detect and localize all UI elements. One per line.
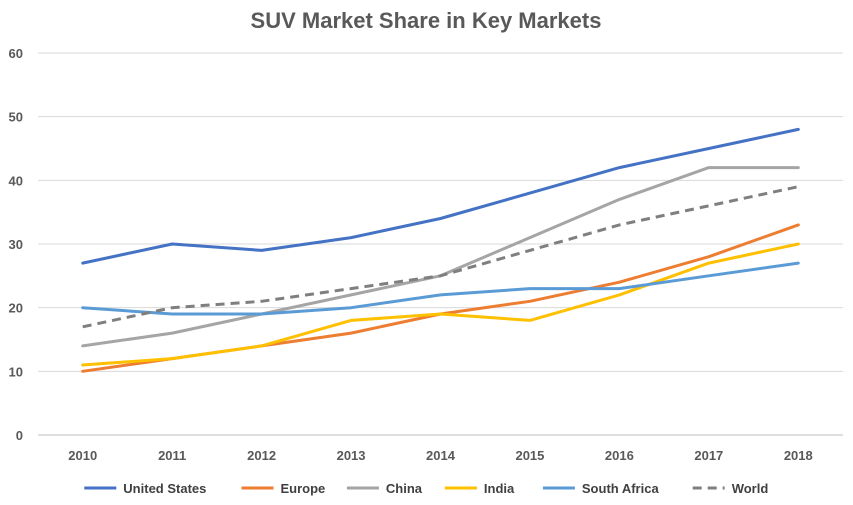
legend-label: Europe [281, 481, 326, 496]
legend-item-united-states[interactable]: United States [84, 481, 206, 496]
x-tick-label: 2013 [337, 448, 366, 463]
y-tick-label: 60 [9, 46, 23, 61]
legend-item-south-africa[interactable]: South Africa [542, 481, 660, 496]
y-tick-label: 30 [9, 237, 23, 252]
x-tick-label: 2011 [158, 448, 186, 463]
series-line-world[interactable] [82, 185, 799, 329]
x-tick-label: 2010 [68, 448, 97, 463]
x-tick-label: 2015 [515, 448, 544, 463]
legend-item-china[interactable]: China [346, 481, 423, 496]
legend-label: China [386, 481, 423, 496]
series-line-india[interactable] [81, 242, 800, 367]
legend-item-europe[interactable]: Europe [241, 481, 326, 496]
x-tick-label: 2017 [694, 448, 723, 463]
series-line-europe[interactable] [81, 223, 800, 373]
legend-label: United States [123, 481, 206, 496]
x-tick-label: 2012 [247, 448, 276, 463]
series-line-united-states[interactable] [81, 127, 800, 265]
y-axis: 0 10 20 30 40 50 60 [9, 46, 23, 443]
legend-label: World [732, 481, 769, 496]
series-line-south-africa[interactable] [81, 261, 800, 316]
x-tick-label: 2016 [605, 448, 634, 463]
legend: United States Europe China India South Afric… [84, 481, 768, 496]
gridlines [38, 52, 843, 436]
legend-label: South Africa [582, 481, 660, 496]
series-lines [81, 127, 800, 373]
series-line-china[interactable] [81, 166, 800, 348]
y-tick-label: 40 [9, 173, 23, 188]
y-tick-label: 0 [16, 428, 23, 443]
chart-title: SUV Market Share in Key Markets [251, 8, 602, 33]
y-tick-label: 20 [9, 301, 23, 316]
y-tick-label: 50 [9, 110, 23, 125]
legend-label: India [484, 481, 515, 496]
x-axis: 2010 2011 2012 2013 2014 2015 2016 2017 2018 [68, 448, 812, 463]
legend-item-india[interactable]: India [444, 481, 515, 496]
y-tick-label: 10 [9, 364, 23, 379]
legend-item-world[interactable]: World [692, 481, 769, 496]
x-tick-label: 2014 [426, 448, 456, 463]
x-tick-label: 2018 [784, 448, 813, 463]
